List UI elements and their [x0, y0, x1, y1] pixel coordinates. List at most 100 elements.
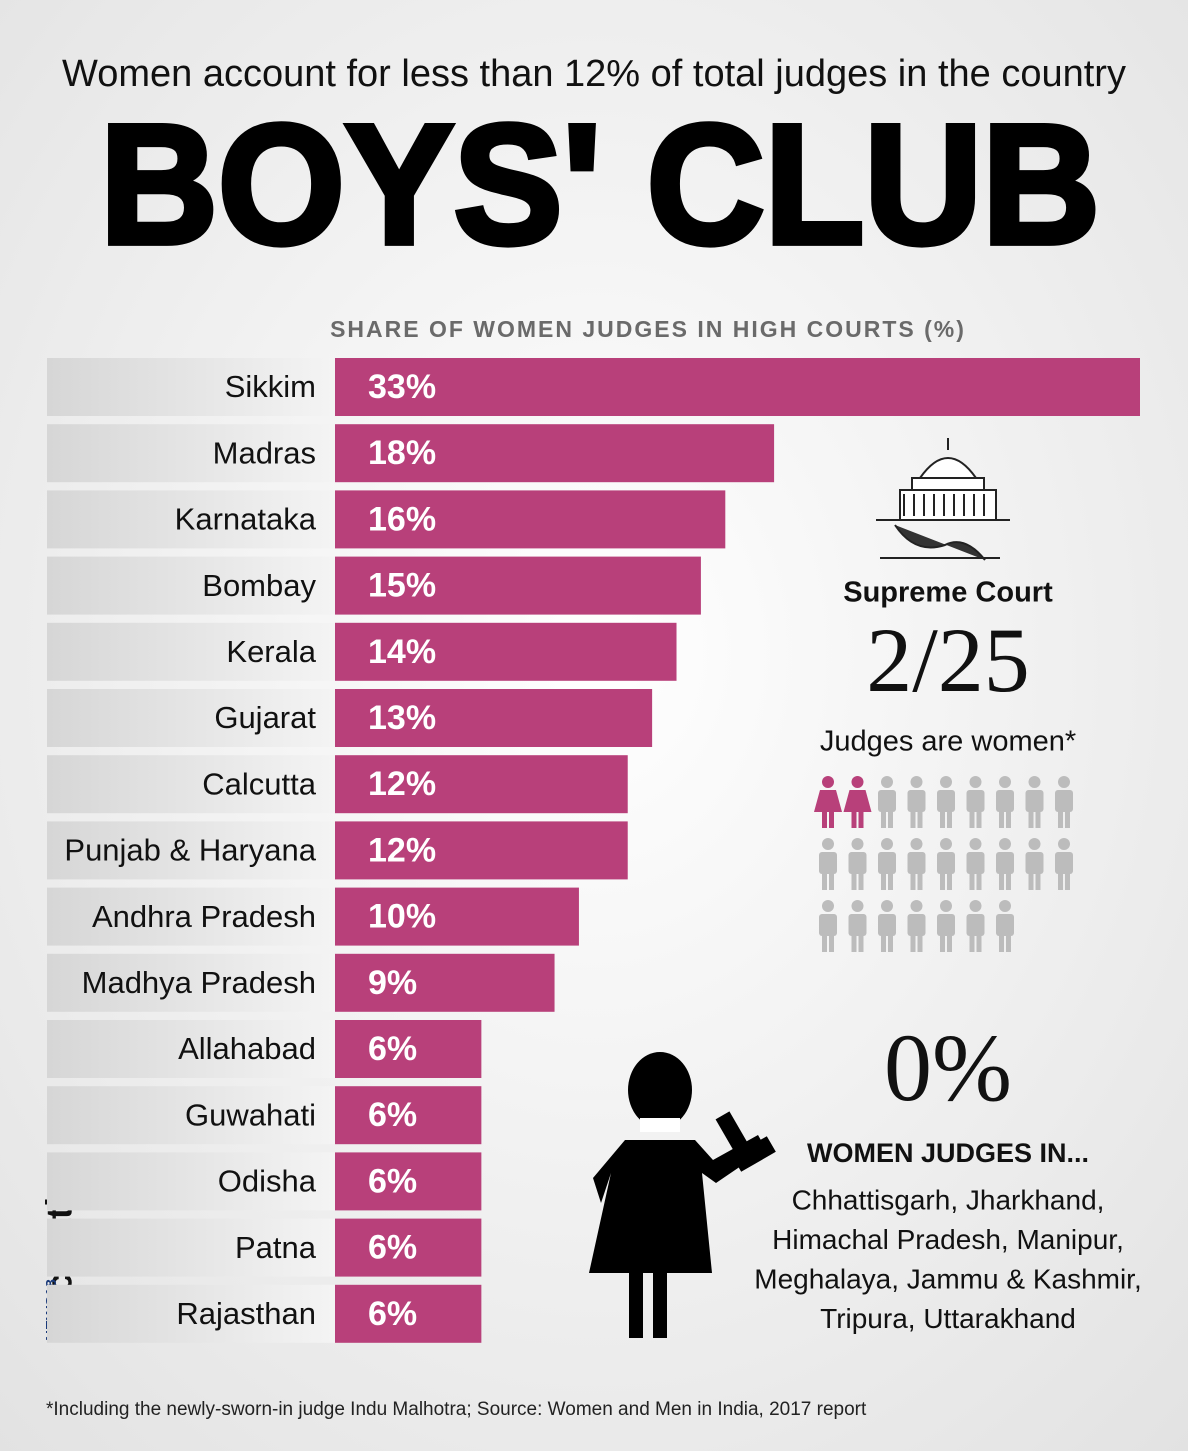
- footnote: *Including the newly-sworn-in judge Indu…: [46, 1399, 867, 1420]
- icon-leg: [829, 934, 834, 952]
- category-label: Rajasthan: [176, 1296, 316, 1331]
- icon-leg: [917, 810, 923, 828]
- icon-body: [966, 852, 985, 874]
- icon-leg: [999, 934, 1004, 952]
- woman-icon: [814, 776, 842, 828]
- headline: Women account for less than 12% of total…: [62, 53, 1126, 95]
- icon-body: [937, 914, 955, 936]
- icon-leg: [1028, 872, 1034, 890]
- category-label: Patna: [235, 1230, 317, 1265]
- icon-leg: [1065, 810, 1070, 828]
- icon-leg: [947, 810, 952, 828]
- row-background: [47, 953, 335, 1012]
- icon-head: [969, 776, 982, 788]
- icon-leg: [1058, 810, 1063, 828]
- icon-body: [996, 790, 1014, 812]
- icon-head: [881, 776, 893, 788]
- icon-head: [910, 838, 923, 850]
- icon-leg: [917, 934, 923, 952]
- icon-leg: [1006, 810, 1011, 828]
- icon-head: [1058, 838, 1070, 850]
- row-background: [47, 689, 335, 747]
- bar: [335, 1020, 482, 1078]
- row-background: [47, 490, 335, 549]
- zero-heading: WOMEN JUDGES IN...: [807, 1138, 1089, 1168]
- court-icon: [876, 438, 1010, 561]
- value-label: 6%: [368, 1229, 417, 1267]
- icon-leg: [851, 934, 857, 952]
- icon-body: [1055, 790, 1073, 812]
- man-icon: [1055, 776, 1073, 828]
- value-label: 10%: [368, 898, 436, 936]
- zero-list: Chhattisgarh, Jharkhand, Himachal Pradesh…: [754, 1184, 1142, 1334]
- icon-head: [969, 838, 982, 850]
- man-icon: [966, 776, 985, 828]
- icon-head: [881, 900, 893, 912]
- icon-body: [819, 914, 837, 936]
- value-label: 6%: [368, 1096, 417, 1134]
- row-background: [47, 424, 335, 483]
- row-background: [47, 1218, 335, 1277]
- woman-icon: [843, 776, 872, 828]
- category-label: Andhra Pradesh: [92, 899, 316, 934]
- icon-leg: [1035, 810, 1041, 828]
- man-icon: [1025, 838, 1044, 890]
- icon-head: [940, 900, 952, 912]
- bar: [335, 1218, 482, 1277]
- row-background: [47, 1284, 335, 1343]
- value-label: 12%: [368, 765, 436, 803]
- icon-leg: [917, 872, 923, 890]
- row-background: [47, 1152, 335, 1211]
- bar: [335, 1284, 482, 1343]
- icon-leg: [858, 810, 864, 828]
- man-icon: [878, 776, 896, 828]
- man-icon: [937, 838, 955, 890]
- icon-head: [851, 776, 864, 788]
- category-label: Madhya Pradesh: [82, 965, 316, 1000]
- man-icon: [848, 900, 867, 952]
- icon-head: [999, 838, 1011, 850]
- bar: [335, 1152, 482, 1211]
- bar: [335, 953, 555, 1012]
- supreme-court-caption: Judges are women*: [820, 726, 1076, 758]
- bar: [335, 490, 726, 549]
- category-label: Odisha: [218, 1164, 317, 1199]
- man-icon: [966, 900, 985, 952]
- icon-body: [1055, 852, 1073, 874]
- row-background: [47, 755, 335, 814]
- icon-body: [843, 790, 872, 812]
- icon-body: [937, 852, 955, 874]
- man-icon: [996, 776, 1014, 828]
- icon-body: [937, 790, 955, 812]
- row-background: [47, 1086, 335, 1145]
- man-icon: [907, 776, 926, 828]
- icon-body: [878, 914, 896, 936]
- icon-leg: [888, 872, 893, 890]
- chart-title: BOYS' CLUB: [100, 90, 1100, 280]
- icon-body: [819, 852, 837, 874]
- icon-head: [851, 900, 864, 912]
- value-label: 13%: [368, 699, 436, 737]
- value-label: 18%: [368, 434, 436, 472]
- icon-body: [907, 852, 926, 874]
- icon-leg: [851, 810, 857, 828]
- icon-leg: [969, 810, 975, 828]
- zero-state-line: Himachal Pradesh, Manipur,: [772, 1224, 1124, 1255]
- icon-head: [940, 838, 952, 850]
- man-icon: [966, 838, 985, 890]
- value-label: 9%: [368, 964, 417, 1002]
- icon-leg: [822, 810, 827, 828]
- icon-leg: [1006, 872, 1011, 890]
- man-icon: [878, 900, 896, 952]
- icon-body: [878, 790, 896, 812]
- icon-head: [1028, 838, 1041, 850]
- icon-leg: [976, 872, 982, 890]
- icon-leg: [829, 810, 834, 828]
- row-background: [47, 556, 335, 615]
- man-icon: [937, 900, 955, 952]
- man-icon: [907, 838, 926, 890]
- category-label: Calcutta: [202, 766, 316, 801]
- man-icon: [819, 838, 837, 890]
- bar: [335, 755, 628, 814]
